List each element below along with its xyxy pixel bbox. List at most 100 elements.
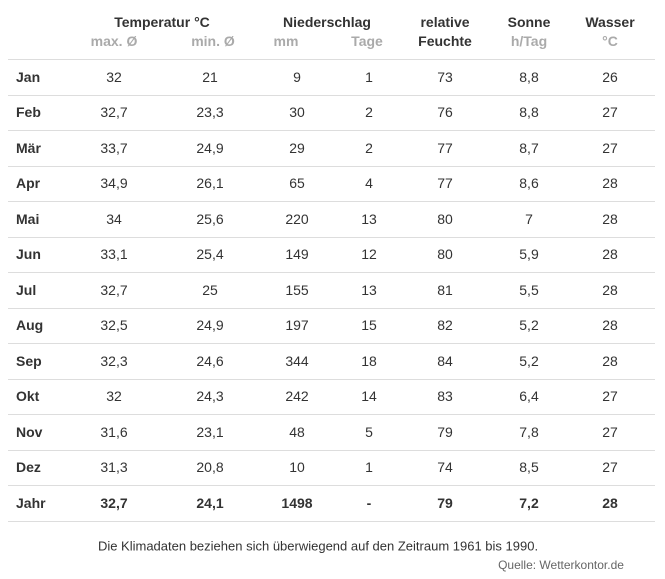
cell: 28 [602,352,618,369]
cell: 242 [285,388,309,405]
cell: - [366,494,372,511]
cell: 24,6 [196,352,224,369]
cell: 344 [285,352,309,369]
cell: 7 [525,210,533,227]
cell: 25,4 [196,246,224,263]
cell: 18 [361,352,377,369]
cell: 23,3 [196,104,224,121]
cell: 24,9 [196,139,224,156]
cell: 32,7 [100,104,128,121]
cell: 80 [437,210,453,227]
cell: 1498 [281,494,313,511]
cell: 28 [602,246,618,263]
cell: 5,5 [519,281,539,298]
cell: 31,3 [100,459,128,476]
row-line [8,94,655,96]
cell: 30 [289,104,305,121]
row-label: Apr [16,175,41,192]
cell: 4 [365,175,373,192]
cell: 149 [285,246,309,263]
cell: 28 [602,175,618,192]
row-line [8,485,655,486]
cell: 32,7 [100,281,128,298]
cell: 79 [437,494,453,511]
row-label: Mai [16,210,40,227]
cell: 48 [289,423,305,440]
cell: 81 [437,281,453,298]
unit-header: h/Tag [510,33,548,49]
cell: 1 [365,68,373,85]
cell: 8,5 [519,459,539,476]
row-line [8,236,655,238]
row-label: Feb [16,104,41,121]
source: Quelle: Wetterkontor.de [498,558,624,572]
cell: 8,8 [519,104,539,121]
cell: 13 [361,281,377,298]
cell: 220 [285,210,309,227]
cell: 82 [437,317,453,334]
cell: 8,6 [519,175,539,192]
row-label: Okt [16,388,40,405]
group-header: Niederschlag [283,14,371,30]
row-label: Dez [16,459,41,476]
row-label: Jul [16,281,37,298]
row-label: Sep [16,352,42,369]
row-line [8,130,655,131]
row-label: Jan [16,68,41,85]
cell: 155 [285,281,309,298]
unit-header: min. Ø [191,33,235,49]
row-label: Jun [16,246,41,263]
cell: 24,1 [196,494,224,511]
row-line [8,449,655,451]
cell: 79 [437,423,453,440]
cell: 21 [202,68,218,85]
row-line [8,59,655,60]
cell: 9 [293,68,301,85]
cell: 2 [365,104,373,121]
cell: 5,2 [519,317,539,334]
row-line [8,414,655,415]
cell: 28 [602,281,618,298]
row-line [8,165,655,167]
row-line [8,343,655,344]
row-line [8,520,655,522]
footnote: Die Klimadaten beziehen sich überwiegend… [97,538,539,554]
cell: 23,1 [196,423,224,440]
cell: 14 [361,388,377,405]
cell: 2 [365,139,373,156]
cell: 77 [437,175,453,192]
cell: 12 [361,246,377,263]
cell: 33,7 [100,139,128,156]
cell: 32 [106,388,122,405]
cell: 73 [437,68,453,85]
cell: 77 [437,139,453,156]
cell: 1 [365,459,373,476]
unit-header: °C [602,33,618,49]
cell: 7,8 [519,423,539,440]
row-label: Aug [16,317,44,334]
group-header: Sonne [507,14,551,30]
cell: 34,9 [100,175,128,192]
cell: 10 [289,459,305,476]
row-label: Jahr [16,494,46,511]
unit-header: Tage [351,33,383,49]
cell: 31,6 [100,423,128,440]
unit-header: max. Ø [90,33,138,49]
cell: 25,6 [196,210,224,227]
group-header: Temperatur °C [114,14,210,30]
unit-header: mm [273,33,299,49]
row-label: Nov [16,423,43,440]
cell: 27 [602,423,618,440]
cell: 15 [361,317,377,334]
cell: 13 [361,210,377,227]
cell: 80 [437,246,453,263]
cell: 65 [289,175,305,192]
group-header: Wasser [585,14,635,30]
cell: 24,3 [196,388,224,405]
cell: 34 [106,210,122,227]
cell: 76 [437,104,453,121]
cell: 26,1 [196,175,224,192]
cell: 7,2 [519,494,539,511]
row-label: Mär [16,139,41,156]
